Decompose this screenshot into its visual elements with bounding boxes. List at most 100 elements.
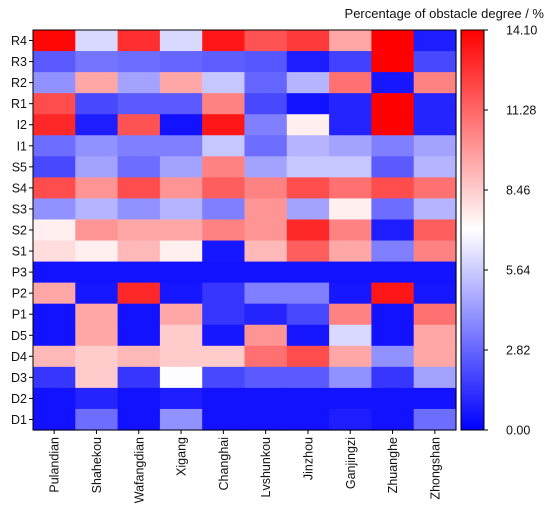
- heatmap-cell-r1-zhongshan: [413, 93, 457, 115]
- heatmap-cell-p2-pulandian: [33, 282, 76, 305]
- heatmap-cell-p2-ganjingzi: [329, 282, 372, 305]
- heatmap-cell-s3-jinzhou: [286, 198, 330, 221]
- x-axis: Pulandian Shahekou Wafangdian Xigang Changha…: [48, 430, 442, 503]
- y-tick-label: I2: [17, 118, 27, 132]
- heatmap-cell-s1-lvshunkou: [244, 240, 288, 263]
- heatmap-cell-d2-zhongshan: [413, 387, 457, 410]
- y-tick-label: D1: [11, 413, 27, 427]
- heatmap-cell-p2-lvshunkou: [244, 282, 288, 305]
- heatmap-cell-r4-pulandian: [33, 30, 76, 52]
- y-tick-label: P2: [12, 287, 27, 301]
- heatmap-cell-s1-jinzhou: [286, 240, 330, 263]
- heatmap-cell-s3-pulandian: [33, 198, 76, 221]
- y-tick-label: S4: [12, 181, 27, 195]
- heatmap-cell-i2-wafangdian: [117, 114, 161, 136]
- heatmap-cell-s5-zhuanghe: [371, 156, 415, 178]
- heatmap-cell-d2-ganjingzi: [329, 387, 372, 410]
- heatmap-cell-r2-zhuanghe: [371, 72, 415, 94]
- heatmap-cell-p3-xigang: [159, 261, 203, 284]
- heatmap-cell-i1-shahekou: [75, 135, 119, 157]
- heatmap-cell-d5-xigang: [159, 324, 203, 347]
- heatmap-cell-d3-wafangdian: [117, 366, 161, 389]
- heatmap-cell-s2-jinzhou: [286, 219, 330, 242]
- heatmap-cell-p1-wafangdian: [117, 303, 161, 326]
- heatmap-cell-p2-wafangdian: [117, 282, 161, 305]
- heatmap-cell-s4-zhuanghe: [371, 177, 415, 200]
- heatmap-cell-p1-zhongshan: [413, 303, 457, 326]
- y-tick-label: S2: [12, 224, 27, 238]
- heatmap-cell-s1-zhuanghe: [371, 240, 415, 263]
- heatmap-cell-i2-zhuanghe: [371, 114, 415, 136]
- heatmap-cell-p3-lvshunkou: [244, 261, 288, 284]
- y-tick-label: R2: [11, 76, 27, 90]
- y-tick-label: P3: [12, 266, 27, 280]
- y-tick-label: R4: [11, 34, 27, 48]
- heatmap-cell-r4-zhuanghe: [371, 30, 415, 52]
- heatmap-cell-s2-changhai: [202, 219, 246, 242]
- heatmap-cell-s3-zhongshan: [413, 198, 457, 221]
- heatmap-cell-r2-lvshunkou: [244, 72, 288, 94]
- heatmap-cell-d1-jinzhou: [286, 408, 330, 431]
- heatmap-cell-d2-zhuanghe: [371, 387, 415, 410]
- x-tick-label: Zhongshan: [428, 437, 442, 500]
- heatmap-cell-i1-changhai: [202, 135, 246, 157]
- heatmap-cell-d3-ganjingzi: [329, 366, 372, 389]
- heatmap-cell-i1-wafangdian: [117, 135, 161, 157]
- heatmap-cell-s4-pulandian: [33, 177, 76, 200]
- heatmap-cell-r3-pulandian: [33, 51, 76, 73]
- heatmap-cell-s5-pulandian: [33, 156, 76, 178]
- heatmap-cell-s3-ganjingzi: [329, 198, 372, 221]
- heatmap-cell-p1-changhai: [202, 303, 246, 326]
- heatmap-cell-d1-wafangdian: [117, 408, 161, 431]
- heatmap-cell-s2-zhongshan: [413, 219, 457, 242]
- heatmap-cell-p1-zhuanghe: [371, 303, 415, 326]
- heatmap-cell-s2-xigang: [159, 219, 203, 242]
- heatmap-cell-d1-xigang: [159, 408, 203, 431]
- heatmap-cell-s1-pulandian: [33, 240, 76, 263]
- heatmap-cell-s5-xigang: [159, 156, 203, 178]
- heatmap-cell-s4-shahekou: [75, 177, 119, 200]
- heatmap-cell-d5-wafangdian: [117, 324, 161, 347]
- heatmap-cell-i1-zhuanghe: [371, 135, 415, 157]
- colorbar-title: Percentage of obstacle degree / %: [345, 6, 545, 21]
- heatmap-cell-r4-shahekou: [75, 30, 119, 52]
- heatmap-cell-d5-changhai: [202, 324, 246, 347]
- heatmap-cell-i2-zhongshan: [413, 114, 457, 136]
- heatmap-cell-d5-pulandian: [33, 324, 76, 347]
- heatmap-cells: [33, 30, 457, 431]
- colorbar-ticks: 0.00 2.82 5.64 8.46 11.28 14.10: [484, 24, 537, 438]
- heatmap-cell-r4-lvshunkou: [244, 30, 288, 52]
- heatmap-cell-p3-wafangdian: [117, 261, 161, 284]
- heatmap-cell-i1-jinzhou: [286, 135, 330, 157]
- heatmap-cell-r3-wafangdian: [117, 51, 161, 73]
- heatmap-cell-s1-xigang: [159, 240, 203, 263]
- heatmap-cell-i2-pulandian: [33, 114, 76, 136]
- heatmap-cell-d3-jinzhou: [286, 366, 330, 389]
- heatmap-cell-i2-xigang: [159, 114, 203, 136]
- x-tick-label: Wafangdian: [132, 437, 146, 503]
- heatmap-cell-p3-ganjingzi: [329, 261, 372, 284]
- heatmap-cell-r3-changhai: [202, 51, 246, 73]
- heatmap-cell-s3-wafangdian: [117, 198, 161, 221]
- heatmap-cell-s3-changhai: [202, 198, 246, 221]
- heatmap-cell-p2-shahekou: [75, 282, 119, 305]
- heatmap-cell-r2-wafangdian: [117, 72, 161, 94]
- colorbar-tick-label: 14.10: [506, 24, 537, 38]
- heatmap-cell-d1-ganjingzi: [329, 408, 372, 431]
- heatmap-cell-s4-zhongshan: [413, 177, 457, 200]
- colorbar-tick-label: 2.82: [506, 344, 530, 358]
- heatmap-cell-d3-lvshunkou: [244, 366, 288, 389]
- heatmap-cell-d1-pulandian: [33, 408, 76, 431]
- heatmap-cell-r1-pulandian: [33, 93, 76, 115]
- heatmap-cell-p3-changhai: [202, 261, 246, 284]
- heatmap-cell-r3-lvshunkou: [244, 51, 288, 73]
- heatmap-cell-p2-changhai: [202, 282, 246, 305]
- heatmap-cell-d2-jinzhou: [286, 387, 330, 410]
- heatmap-cell-r2-shahekou: [75, 72, 119, 94]
- heatmap-cell-r1-zhuanghe: [371, 93, 415, 115]
- heatmap-cell-r1-lvshunkou: [244, 93, 288, 115]
- heatmap-cell-s3-xigang: [159, 198, 203, 221]
- x-tick-label: Lvshunkou: [259, 437, 273, 498]
- heatmap-cell-s3-shahekou: [75, 198, 119, 221]
- colorbar-tick-label: 5.64: [506, 264, 530, 278]
